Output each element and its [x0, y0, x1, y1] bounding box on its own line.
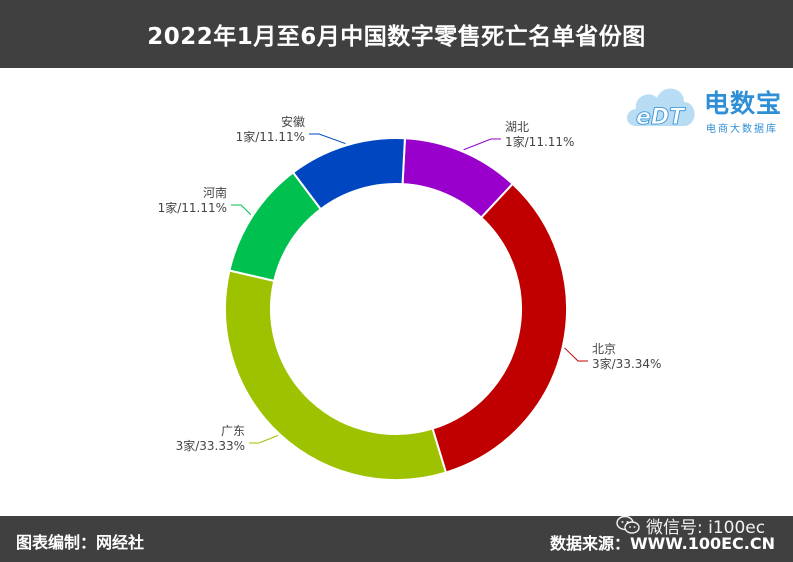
leader-line-2: [249, 435, 279, 444]
slice-label-value-4: 1家/11.11%: [236, 129, 305, 144]
donut-slice-2: [224, 269, 448, 481]
slice-label-name-3: 河南: [203, 185, 227, 200]
slice-label-value-1: 3家/33.34%: [592, 356, 661, 371]
chart-header: 2022年1月至6月中国数字零售死亡名单省份图: [0, 0, 793, 68]
slice-label-name-0: 湖北: [505, 119, 529, 134]
slice-label-name-2: 广东: [221, 424, 245, 438]
wechat-watermark: 微信号: i100ec: [616, 512, 791, 538]
wechat-icon: [616, 515, 640, 534]
leader-line-4: [309, 133, 346, 145]
donut-slice-1: [431, 182, 568, 474]
chart-title: 2022年1月至6月中国数字零售死亡名单省份图: [147, 24, 646, 50]
edt-logo: eDT 电数宝 电商大数据库: [622, 74, 792, 138]
chart-footer: 图表编制：网经社 数据来源：WWW.100EC.CN: [0, 516, 793, 562]
leader-line-0: [463, 138, 501, 151]
logo-mark: eDT: [636, 105, 686, 130]
slice-label-value-3: 1家/11.11%: [158, 200, 227, 215]
logo-name: 电数宝: [704, 89, 783, 118]
leader-line-3: [231, 204, 252, 216]
slice-label-value-2: 3家/33.33%: [176, 438, 245, 453]
wechat-id: 微信号: i100ec: [646, 517, 766, 538]
slice-label-name-1: 北京: [592, 342, 616, 356]
donut-slice-4: [291, 137, 406, 211]
logo-tagline: 电商大数据库: [706, 124, 778, 135]
donut-chart: 湖北1家/11.11%北京3家/33.34%广东3家/33.33%河南1家/11…: [158, 114, 661, 481]
footer-compiler: 图表编制：网经社: [16, 533, 145, 552]
chart-area: 湖北 1家/11.11% 北京 3家/33.34% 广东 3家/33.33% 河南 1家/11…: [0, 68, 793, 516]
slice-label-name-4: 安徽: [281, 114, 305, 129]
cloud-logo-icon: eDT: [627, 88, 695, 130]
leader-line-1: [564, 347, 588, 362]
slice-label-value-0: 1家/11.11%: [505, 134, 574, 149]
footer-source: 数据来源：WWW.100EC.CN: [549, 534, 775, 553]
